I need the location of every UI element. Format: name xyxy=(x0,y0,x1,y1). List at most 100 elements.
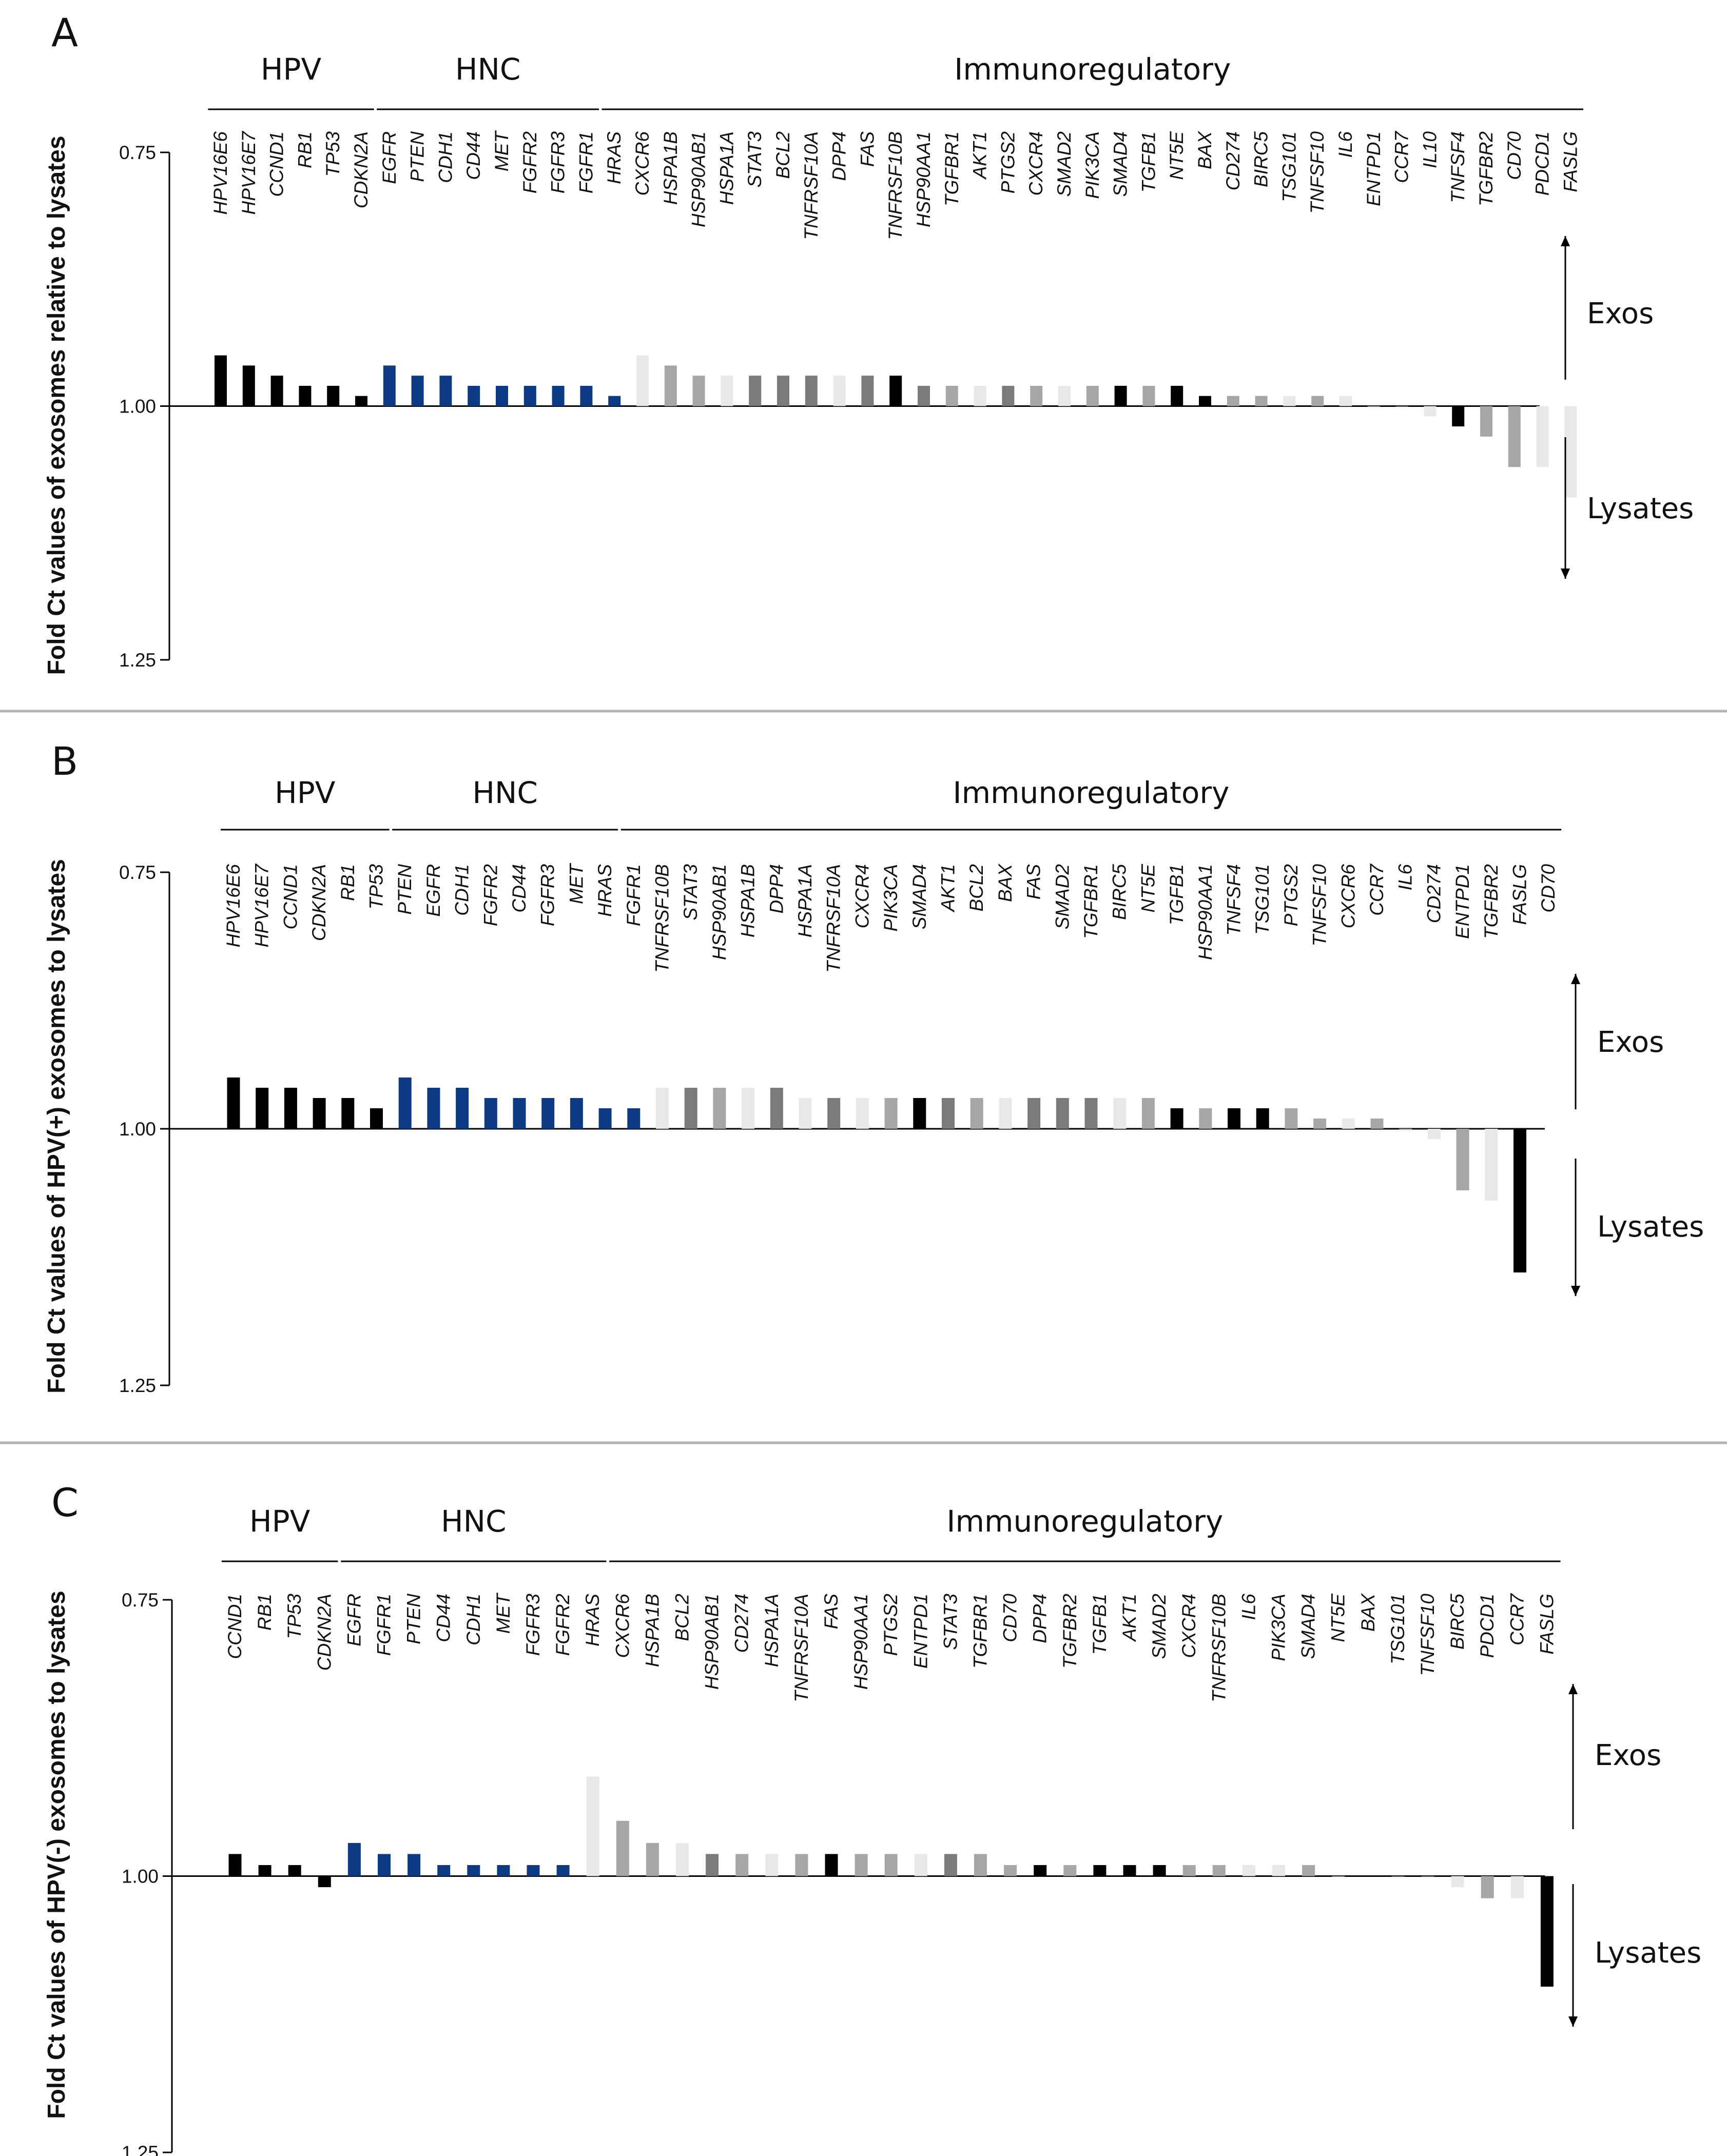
panel-label: C xyxy=(51,1480,79,1525)
bar xyxy=(1485,1129,1498,1201)
gene-label: DPP4 xyxy=(1030,1594,1051,1643)
gene-label: CD274 xyxy=(1223,131,1244,190)
panel-a: A Fold Ct values of exosomes relative to… xyxy=(43,10,1694,675)
gene-label: HSPA1B xyxy=(642,1594,663,1667)
gene-label: CDH1 xyxy=(435,131,456,183)
bar xyxy=(270,376,283,406)
bar xyxy=(627,1108,641,1129)
gene-label: FGFR1 xyxy=(575,131,596,193)
lysates-label: Lysates xyxy=(1595,1936,1701,1970)
gene-label: STAT3 xyxy=(940,1594,961,1650)
bar xyxy=(1313,1119,1327,1129)
group-label: HNC xyxy=(455,52,521,87)
group-label: Immunoregulatory xyxy=(954,52,1231,87)
y-tick-label: 1.25 xyxy=(119,650,156,671)
bar xyxy=(1199,1108,1212,1129)
gene-label: FAS xyxy=(857,131,878,167)
gene-label: PIK3CA xyxy=(1268,1594,1289,1661)
bar xyxy=(770,1088,783,1129)
gene-label: AKT1 xyxy=(938,864,959,913)
bar xyxy=(1227,396,1239,406)
gene-label: HPV16E7 xyxy=(238,131,259,215)
gene-label: BIRC5 xyxy=(1109,864,1130,920)
gene-label: HSPA1A xyxy=(794,864,816,937)
gene-label: TNFRSF10A xyxy=(801,131,822,240)
bar xyxy=(1123,1865,1136,1876)
bar xyxy=(1536,406,1549,467)
bar xyxy=(735,1854,749,1876)
bar xyxy=(889,376,902,406)
gene-label: TNFRSF10B xyxy=(652,864,673,973)
gene-label: CD70 xyxy=(1000,1594,1021,1642)
gene-label: PTGS2 xyxy=(1280,864,1302,927)
gene-label: TGFBR2 xyxy=(1059,1594,1080,1669)
bar xyxy=(456,1088,469,1129)
bar xyxy=(1002,385,1015,406)
gene-label: CDKN2A xyxy=(314,1594,335,1671)
bar xyxy=(706,1854,719,1876)
gene-label: BCL2 xyxy=(966,864,987,912)
bar xyxy=(496,385,508,406)
lysates-arrow-head xyxy=(1568,2016,1578,2027)
bar xyxy=(616,1820,629,1876)
gene-label: RB1 xyxy=(294,131,315,168)
gene-label: PIK3CA xyxy=(1082,131,1103,199)
bar xyxy=(552,385,565,406)
gene-label: SMAD4 xyxy=(1298,1594,1319,1659)
gene-label: FASLG xyxy=(1509,864,1530,925)
bar xyxy=(484,1098,497,1129)
bar xyxy=(1367,406,1380,407)
group-label: HPV xyxy=(261,52,322,87)
bar xyxy=(1480,406,1492,437)
gene-label: SMAD4 xyxy=(1110,131,1131,197)
gene-label: ENTPD1 xyxy=(910,1594,931,1669)
bar xyxy=(1199,396,1211,406)
bar xyxy=(692,376,705,406)
bar xyxy=(523,385,536,406)
gene-label: FGFR1 xyxy=(623,864,644,926)
gene-label: FASLG xyxy=(1560,131,1581,192)
gene-label: TNFRSF10A xyxy=(791,1594,812,1702)
bar xyxy=(1510,1876,1524,1898)
y-axis-label: Fold Ct values of HPV(+) exosomes to lys… xyxy=(43,859,70,1394)
bar xyxy=(918,385,930,406)
bar xyxy=(942,1098,955,1129)
bar xyxy=(378,1854,391,1876)
gene-label: TSG101 xyxy=(1387,1594,1408,1664)
bar xyxy=(913,1098,926,1129)
bar xyxy=(777,376,789,406)
bar xyxy=(468,385,480,406)
gene-label: HPV16E7 xyxy=(251,864,273,948)
gene-label: RB1 xyxy=(337,864,358,901)
gene-label: CDKN2A xyxy=(308,864,329,941)
exos-arrow-head xyxy=(1568,1684,1578,1694)
bar xyxy=(541,1098,555,1129)
y-axis-label: Fold Ct values of HPV(-) exosomes to lys… xyxy=(43,1591,70,2119)
group-label: HNC xyxy=(472,775,538,810)
exos-arrow-head xyxy=(1561,236,1570,246)
bar xyxy=(1063,1865,1077,1876)
group-label: Immunoregulatory xyxy=(946,1504,1223,1539)
gene-label: HSP90AB1 xyxy=(709,864,730,960)
gene-label: CD44 xyxy=(463,131,484,180)
gene-label: SMAD2 xyxy=(1052,864,1073,930)
gene-label: SMAD2 xyxy=(1054,131,1075,197)
gene-label: BAX xyxy=(1194,131,1215,169)
y-tick-label: 0.75 xyxy=(119,862,156,883)
gene-label: PTGS2 xyxy=(880,1594,901,1656)
group-label: Immunoregulatory xyxy=(953,775,1230,810)
bar xyxy=(598,1108,612,1129)
bar xyxy=(227,1077,240,1129)
gene-label: CCND1 xyxy=(224,1594,245,1659)
gene-label: TGFBR2 xyxy=(1481,864,1502,939)
bar xyxy=(805,376,818,406)
gene-label: CXCR4 xyxy=(1178,1594,1199,1658)
bar xyxy=(1481,1876,1494,1898)
bar xyxy=(370,1108,383,1129)
gene-label: PTEN xyxy=(407,131,428,182)
gene-label: EGFR xyxy=(379,131,400,184)
gene-label: HRAS xyxy=(594,864,615,917)
gene-label: NT5E xyxy=(1137,864,1158,913)
bar xyxy=(1030,385,1043,406)
bar xyxy=(795,1854,808,1876)
